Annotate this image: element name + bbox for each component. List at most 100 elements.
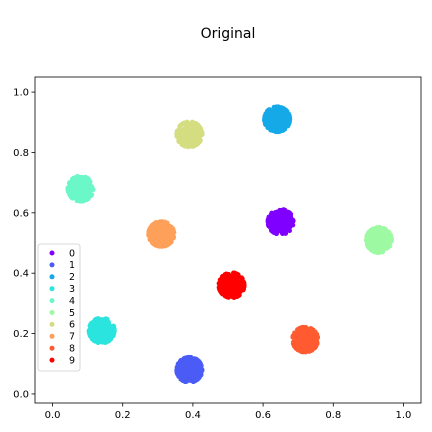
data-point [88,193,94,199]
legend-marker [49,345,55,351]
data-point [295,347,301,353]
x-tick-label: 1.0 [396,410,412,421]
data-point [267,113,273,119]
series-4 [65,174,96,204]
data-point [381,234,386,240]
data-point [178,357,184,363]
data-point [187,123,192,129]
legend-label: 8 [69,344,75,355]
data-point [153,242,159,248]
data-point [198,361,203,367]
data-point [74,174,80,180]
data-point [278,116,284,121]
data-point [232,293,237,299]
data-point [182,129,188,135]
data-point [372,241,378,247]
data-point [188,127,194,133]
data-point [381,226,387,231]
data-point [288,213,293,219]
data-point [236,285,242,290]
x-tick-label: 0.4 [185,410,201,421]
data-point [166,234,171,240]
data-point [224,294,230,300]
data-point [274,231,279,237]
legend-marker [49,310,55,315]
y-tick-label: 0.0 [13,389,29,400]
data-point [231,280,237,286]
data-point [176,134,182,140]
data-point [365,243,371,249]
data-point [90,331,95,337]
data-point [162,240,168,246]
data-point [103,338,109,344]
data-point [70,177,76,183]
data-point [366,237,372,242]
data-point [187,373,193,379]
data-point [386,238,392,244]
data-point [263,111,269,117]
legend-label: 1 [69,260,75,271]
data-point [281,213,287,218]
legend-marker [49,274,55,280]
data-point [183,369,189,375]
data-point [281,106,286,111]
data-point [273,121,278,126]
plot-frame [34,76,422,404]
data-point [186,144,192,150]
data-point [268,217,274,222]
legend-label: 0 [69,248,75,259]
data-point [191,139,197,145]
data-point [106,332,112,338]
data-point [73,184,79,190]
series-2 [262,104,293,135]
data-point [292,330,297,336]
data-point [84,197,90,202]
data-point [270,116,276,122]
data-point [70,195,75,201]
data-point [294,336,299,341]
data-point [295,327,300,333]
data-point [192,359,198,365]
data-point [303,335,309,341]
data-point [175,130,181,136]
data-point [79,198,85,204]
data-point [278,127,283,133]
y-tick-label: 0.2 [13,329,29,340]
data-point [188,355,194,360]
series-6 [174,119,205,150]
legend-marker [49,333,55,339]
data-point [299,325,305,331]
data-point [97,320,103,326]
y-tick-label: 0.4 [13,269,29,280]
y-tick-label: 0.8 [13,148,29,159]
data-point [93,316,99,322]
legend-label: 2 [69,272,75,283]
data-point [182,355,188,361]
data-point [301,343,307,349]
data-point [147,237,153,243]
data-point [236,293,241,299]
data-point [280,217,286,223]
data-point [263,121,268,127]
data-point [84,193,90,198]
data-point [289,221,295,226]
data-point [65,186,71,191]
data-point [111,329,117,335]
data-point [196,369,202,375]
data-point [198,132,204,138]
data-point [77,191,82,197]
data-point [169,226,175,232]
series-7 [146,219,177,249]
data-point [150,232,156,238]
data-point [227,286,233,292]
data-point [279,110,284,116]
data-point [282,113,288,119]
x-axis-ticks: 0.0 0.2 0.4 0.6 0.8 1.0 [45,403,412,421]
legend-marker [49,286,55,292]
data-point [374,249,379,255]
data-point [182,374,188,380]
data-point [191,143,196,149]
data-point [278,208,284,213]
data-point [105,321,111,327]
data-point [240,279,246,285]
